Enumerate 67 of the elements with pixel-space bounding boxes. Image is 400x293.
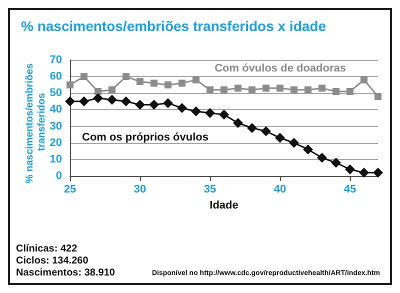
point: [345, 164, 355, 174]
y-tick-label: 40: [50, 104, 62, 116]
y-tick-label: 20: [50, 136, 62, 149]
point: [206, 86, 214, 94]
point: [93, 93, 103, 104]
point: [164, 81, 172, 88]
point: [374, 92, 382, 100]
point: [220, 86, 228, 94]
point: [94, 88, 102, 95]
point: [346, 88, 354, 95]
series-label: Com os próprios óvulos: [82, 132, 209, 144]
x-tick-label: 25: [64, 184, 76, 196]
point: [318, 84, 326, 92]
text: Clínicas: 422: [16, 244, 78, 254]
point: [332, 88, 340, 95]
point: [150, 80, 158, 87]
point: [121, 96, 131, 106]
point: [248, 86, 256, 94]
point: [289, 138, 299, 148]
text: Nascimentos: 38.910: [16, 268, 116, 278]
point: [303, 144, 313, 154]
series-label: Com óvulos de doadoras: [214, 62, 346, 74]
x-tick-label: 35: [204, 184, 216, 196]
point: [262, 84, 270, 92]
point: [178, 80, 186, 87]
y-tick-label: 50: [50, 87, 62, 100]
y-tick-label: 70: [50, 54, 62, 66]
point: [373, 168, 383, 178]
point: [290, 86, 298, 94]
point: [261, 126, 271, 136]
chart-title: % nascimentos/embriões transferidos x idade: [21, 18, 326, 34]
point: [66, 81, 74, 88]
point: [331, 158, 341, 168]
point: [360, 76, 368, 84]
y-axis-title: % nascimentos/embriões transferidos: [24, 60, 48, 184]
point: [205, 108, 215, 118]
point: [149, 100, 159, 110]
point: [219, 110, 229, 120]
y-tick-label: 0: [56, 170, 62, 182]
x-tick-label: 45: [344, 184, 356, 196]
point: [192, 76, 200, 84]
point: [317, 152, 327, 163]
x-tick-label: 30: [134, 184, 146, 196]
y-tick-label: 10: [50, 153, 62, 166]
point: [108, 86, 116, 94]
y-tick-label: 60: [50, 70, 62, 83]
point: [122, 73, 130, 80]
point: [136, 78, 144, 86]
text: Ciclos: 134.260: [16, 256, 89, 266]
point: [275, 132, 285, 143]
x-tick-label: 40: [274, 184, 286, 196]
point: [79, 96, 89, 106]
point: [65, 96, 75, 106]
point: [163, 98, 173, 108]
point: [107, 94, 117, 105]
point: [276, 84, 284, 92]
point: [177, 103, 187, 114]
point: [359, 168, 369, 178]
point: [80, 73, 88, 80]
x-axis-title: Idade: [210, 200, 238, 212]
point: [234, 84, 242, 92]
point: [247, 122, 257, 133]
y-tick-label: 30: [50, 120, 62, 132]
point: [304, 86, 312, 94]
point: [135, 100, 145, 110]
point: [191, 106, 201, 116]
point: [233, 118, 243, 128]
